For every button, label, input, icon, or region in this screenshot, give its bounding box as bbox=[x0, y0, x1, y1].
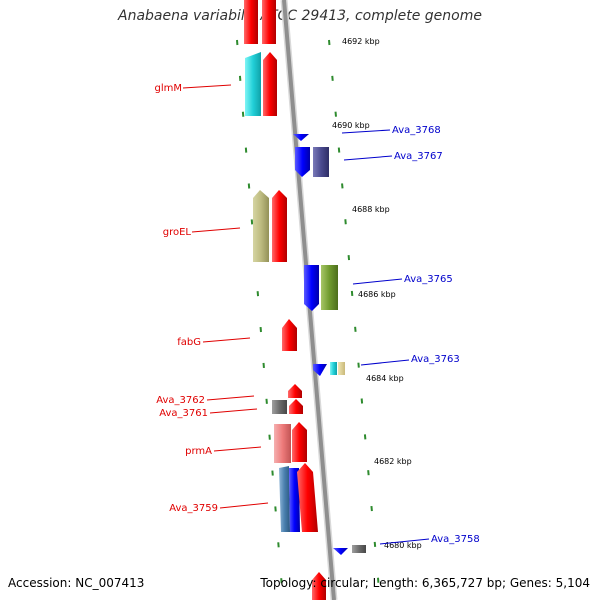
gene-arrow-ava3758 bbox=[333, 548, 348, 555]
gene-arrow-ava3763 bbox=[313, 364, 327, 376]
gene-label: glmM bbox=[155, 83, 183, 94]
gene-arrow bbox=[338, 362, 345, 375]
gene-arrow bbox=[312, 572, 326, 600]
gene-arrow-fabG bbox=[282, 319, 297, 351]
gene-arrow-groEL bbox=[272, 190, 287, 262]
gene-label: fabG bbox=[177, 337, 201, 348]
gene-arrow bbox=[330, 362, 337, 375]
gene-label: Ava_3765 bbox=[404, 274, 453, 285]
gene-label: Ava_3768 bbox=[392, 125, 441, 136]
gene-label: Ava_3759 bbox=[169, 503, 218, 514]
gene-label: Ava_3758 bbox=[431, 534, 480, 545]
map-title: Anabaena variabilis ATCC 29413, complete… bbox=[118, 8, 482, 24]
gene-arrow-ava3762 bbox=[288, 384, 302, 398]
scale-label: 4688 kbp bbox=[352, 205, 390, 214]
gene-arrow bbox=[244, 0, 258, 44]
label-connector bbox=[191, 227, 241, 233]
genome-summary-text: Topology: circular; Length: 6,365,727 bp… bbox=[260, 576, 590, 590]
gene-arrow bbox=[245, 52, 261, 116]
scale-label: 4684 kbp bbox=[366, 374, 404, 383]
gene-arrow-ava3759 bbox=[289, 468, 300, 532]
gene-label: groEL bbox=[163, 227, 192, 238]
gene-arrow bbox=[352, 545, 366, 553]
label-connector bbox=[182, 84, 232, 89]
label-connector bbox=[209, 408, 258, 414]
gene-arrow bbox=[297, 463, 318, 532]
scale-label: 4680 kbp bbox=[384, 541, 422, 550]
gene-arrow-ava3765 bbox=[304, 265, 319, 311]
label-connector bbox=[206, 395, 255, 401]
gene-label: Ava_3767 bbox=[394, 151, 443, 162]
scale-label: 4690 kbp bbox=[332, 121, 370, 130]
reverse-guide-line bbox=[328, 39, 381, 600]
gene-arrow bbox=[262, 0, 276, 44]
scale-label: 4692 kbp bbox=[342, 37, 380, 46]
label-connector bbox=[213, 446, 262, 452]
label-connector bbox=[360, 359, 410, 366]
gene-arrow-glmM bbox=[263, 52, 277, 116]
scale-label: 4686 kbp bbox=[358, 290, 396, 299]
gene-arrow-prmA bbox=[292, 422, 307, 462]
label-connector bbox=[341, 129, 391, 134]
gene-label: Ava_3761 bbox=[159, 408, 208, 419]
gene-arrow bbox=[272, 400, 287, 414]
label-connector bbox=[202, 337, 251, 343]
gene-label: Ava_3763 bbox=[411, 354, 460, 365]
gene-arrow bbox=[279, 466, 290, 532]
gene-arrow-ava3768 bbox=[293, 134, 309, 141]
label-connector bbox=[219, 502, 269, 509]
forward-guide-line bbox=[236, 39, 284, 600]
label-connector bbox=[343, 155, 393, 161]
label-connector bbox=[379, 538, 430, 545]
gene-arrow bbox=[253, 190, 269, 262]
gene-arrow bbox=[321, 265, 338, 310]
gene-label: prmA bbox=[185, 446, 212, 457]
scale-label: 4682 kbp bbox=[374, 457, 412, 466]
label-connector bbox=[352, 278, 403, 285]
accession-text: Accession: NC_007413 bbox=[8, 576, 145, 590]
gene-arrow bbox=[274, 424, 291, 463]
gene-arrow-ava3767 bbox=[295, 147, 310, 177]
gene-label: Ava_3762 bbox=[156, 395, 205, 406]
gene-arrow-ava3761 bbox=[289, 399, 303, 414]
gene-arrow bbox=[313, 147, 329, 177]
